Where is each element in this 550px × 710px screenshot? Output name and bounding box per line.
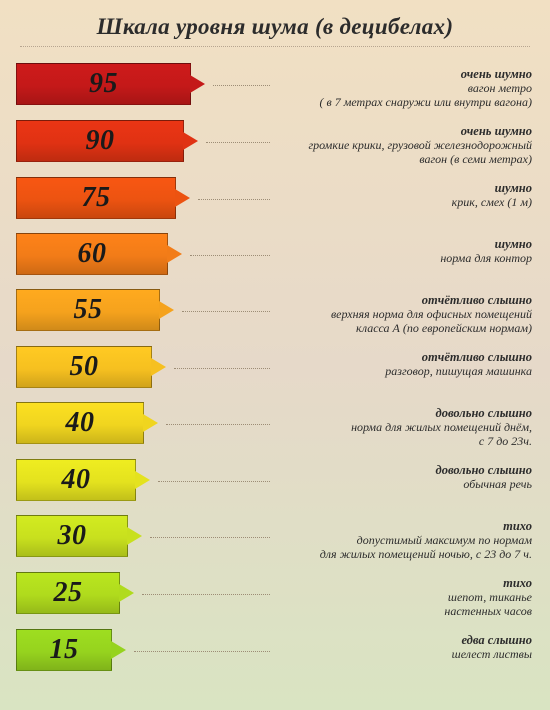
level-row: 25 тихошепот, тиканьенастенных часов (16, 566, 534, 623)
level-row: 60 шумнонорма для контор (16, 227, 534, 283)
dotted-leader (198, 199, 270, 200)
level-row: 40 довольно слышнонорма для жилых помещен… (16, 396, 534, 453)
level-row: 40 довольно слышнообычная речь (16, 453, 534, 509)
level-bar: 40 (16, 459, 136, 501)
level-row: 55 отчётливо слышноверхняя норма для офис… (16, 283, 534, 340)
level-text-line: обычная речь (276, 478, 532, 492)
level-text-line: громкие крики, грузовой железнодорожный (276, 139, 532, 153)
dotted-leader (142, 594, 270, 595)
level-text-line: допустимый максимум по нормам (276, 534, 532, 548)
level-bar: 95 (16, 63, 191, 105)
arrow-icon (111, 641, 126, 659)
level-description: отчётливо слышноверхняя норма для офисны… (276, 287, 534, 336)
dotted-leader (134, 651, 270, 652)
level-description: довольно слышнонорма для жилых помещений… (276, 400, 534, 449)
dotted-leader (206, 142, 270, 143)
dotted-leader (166, 424, 270, 425)
dotted-leader (213, 85, 270, 86)
arrow-icon (119, 584, 134, 602)
level-bar: 30 (16, 515, 128, 557)
level-text-line: шелест листвы (276, 648, 532, 662)
arrow-icon (127, 527, 142, 545)
level-rows: 95очень шумновагон метро( в 7 метрах сна… (16, 57, 534, 679)
level-text-line: шепот, тиканье (276, 591, 532, 605)
level-text-line: разговор, пишущая машинка (276, 365, 532, 379)
level-description: очень шумногромкие крики, грузовой желез… (276, 118, 534, 167)
dotted-leader (182, 311, 270, 312)
level-description: тиходопустимый максимум по нормамдля жил… (276, 513, 534, 562)
level-value: 60 (78, 238, 107, 270)
level-row: 50 отчётливо слышноразговор, пишущая маши… (16, 340, 534, 396)
level-bar: 50 (16, 346, 152, 388)
level-row: 15 едва слышношелест листвы (16, 623, 534, 679)
level-description: очень шумновагон метро( в 7 метрах снару… (276, 61, 534, 110)
level-category: отчётливо слышно (276, 293, 532, 307)
level-value: 55 (74, 294, 103, 326)
arrow-icon (143, 414, 158, 432)
dotted-leader (158, 481, 270, 482)
level-text-line: норма для жилых помещений днём, (276, 421, 532, 435)
level-bar: 90 (16, 120, 184, 162)
level-value: 50 (70, 351, 99, 383)
level-category: шумно (276, 237, 532, 251)
level-text-line: настенных часов (276, 605, 532, 619)
level-description: довольно слышнообычная речь (276, 457, 534, 505)
level-row: 90 очень шумногромкие крики, грузовой жел… (16, 114, 534, 171)
arrow-icon (151, 358, 166, 376)
level-category: довольно слышно (276, 406, 532, 420)
dotted-leader (150, 537, 270, 538)
level-category: тихо (276, 519, 532, 533)
level-text-line: для жилых помещений ночью, с 23 до 7 ч. (276, 548, 532, 562)
level-text-line: верхняя норма для офисных помещений (276, 308, 532, 322)
level-value: 25 (54, 577, 83, 609)
dotted-leader (190, 255, 270, 256)
arrow-icon (190, 75, 205, 93)
level-bar: 15 (16, 629, 112, 671)
level-text-line: класса А (по европейским нормам) (276, 322, 532, 336)
arrow-icon (175, 189, 190, 207)
level-description: тихошепот, тиканьенастенных часов (276, 570, 534, 619)
level-description: шумнокрик, смех (1 м) (276, 175, 534, 223)
noise-scale-infographic: Шкала уровня шума (в децибелах) 95 очень … (0, 0, 550, 710)
level-value: 15 (50, 634, 79, 666)
level-value: 30 (58, 520, 87, 552)
level-bar: 55 (16, 289, 160, 331)
level-bar: 75 (16, 177, 176, 219)
arrow-icon (183, 132, 198, 150)
level-category: тихо (276, 576, 532, 590)
level-category: очень шумно (276, 124, 532, 138)
level-bar: 40 (16, 402, 144, 444)
level-description: отчётливо слышноразговор, пишущая машинк… (276, 344, 534, 392)
level-bar: 60 (16, 233, 168, 275)
level-category: отчётливо слышно (276, 350, 532, 364)
level-category: довольно слышно (276, 463, 532, 477)
level-value: 40 (66, 407, 95, 439)
level-text-line: крик, смех (1 м) (276, 196, 532, 210)
dotted-leader (174, 368, 270, 369)
arrow-icon (159, 301, 174, 319)
level-category: едва слышно (276, 633, 532, 647)
level-text-line: с 7 до 23ч. (276, 435, 532, 449)
level-value: 40 (62, 464, 91, 496)
level-row: 75 шумнокрик, смех (1 м) (16, 171, 534, 227)
level-description: шумнонорма для контор (276, 231, 534, 279)
level-description: едва слышношелест листвы (276, 627, 534, 675)
level-bar: 25 (16, 572, 120, 614)
title-divider (20, 46, 530, 47)
level-value: 95 (89, 68, 118, 100)
level-category: шумно (276, 181, 532, 195)
arrow-icon (167, 245, 182, 263)
level-text-line: ( в 7 метрах снаружи или внутри вагона) (276, 96, 532, 110)
page-title: Шкала уровня шума (в децибелах) (16, 14, 534, 40)
arrow-icon (135, 471, 150, 489)
level-category: очень шумно (276, 67, 532, 81)
level-value: 75 (82, 182, 111, 214)
level-value: 90 (86, 125, 115, 157)
level-text-line: вагон (в семи метрах) (276, 153, 532, 167)
level-row: 30 тиходопустимый максимум по нормамдля ж… (16, 509, 534, 566)
level-text-line: вагон метро (276, 82, 532, 96)
level-row: 95 очень шумновагон метро( в 7 метрах сна… (16, 57, 534, 114)
level-text-line: норма для контор (276, 252, 532, 266)
